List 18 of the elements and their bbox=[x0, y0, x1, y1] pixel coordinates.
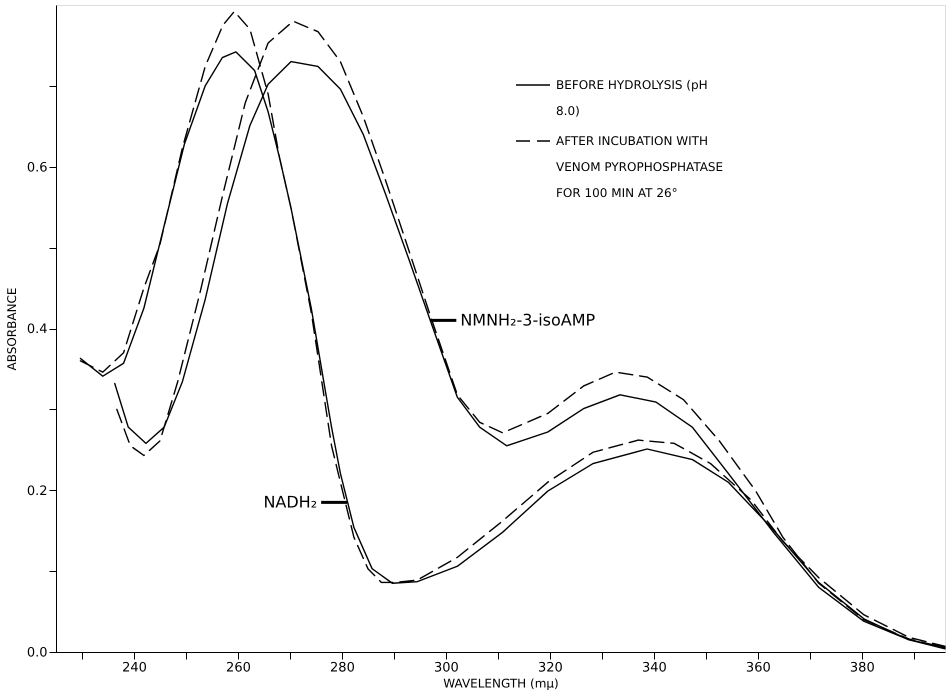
legend-label: BEFORE HYDROLYSIS (pH 8.0) bbox=[556, 78, 708, 118]
y-tick-label: 0.0 bbox=[26, 646, 48, 660]
legend-label: AFTER INCUBATION WITH VENOM PYROPHOSPHATASE FOR 100 MIN AT 26° bbox=[556, 134, 724, 200]
x-tick-label: 380 bbox=[850, 660, 875, 676]
x-tick-label: 300 bbox=[434, 660, 459, 676]
x-tick-label: 260 bbox=[226, 660, 251, 676]
x-axis-title: WAVELENGTH (mμ) bbox=[443, 676, 559, 690]
annotation: NADH₂ bbox=[263, 492, 318, 512]
x-tick-label: 340 bbox=[642, 660, 667, 676]
x-tick-label: 360 bbox=[746, 660, 771, 676]
y-tick-label: 0.2 bbox=[26, 484, 48, 499]
x-tick-label: 240 bbox=[122, 660, 147, 676]
y-tick-label: 0.4 bbox=[26, 322, 48, 337]
y-tick-label: 0.6 bbox=[26, 160, 48, 176]
x-tick-label: 320 bbox=[538, 660, 563, 676]
annotation: NMNH₂-3-isoAMP bbox=[460, 310, 596, 330]
x-tick-label: 280 bbox=[330, 660, 355, 676]
y-axis-title: ABSORBANCE bbox=[4, 287, 19, 371]
